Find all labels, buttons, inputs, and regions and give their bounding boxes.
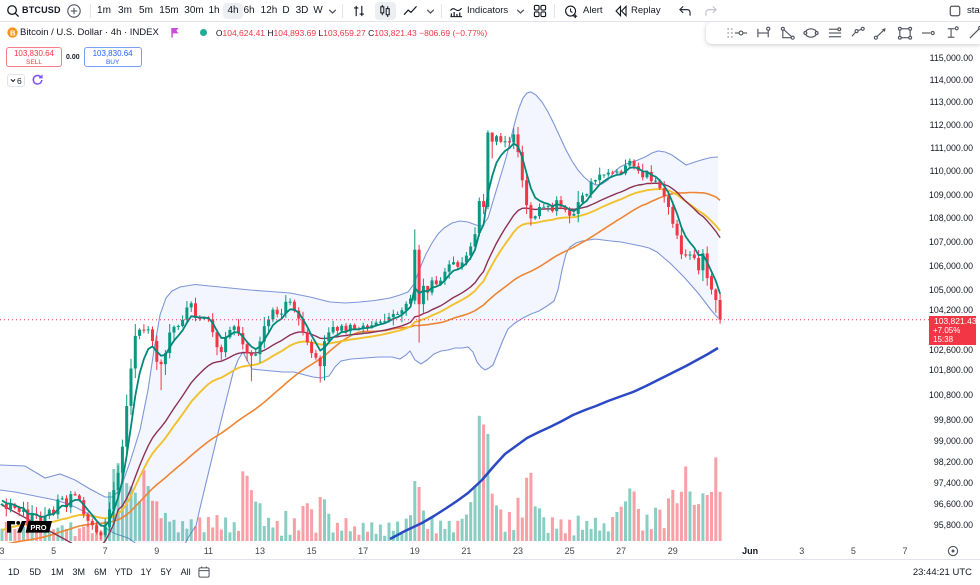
svg-text:B: B: [10, 28, 16, 37]
svg-text:PRO: PRO: [30, 523, 46, 532]
